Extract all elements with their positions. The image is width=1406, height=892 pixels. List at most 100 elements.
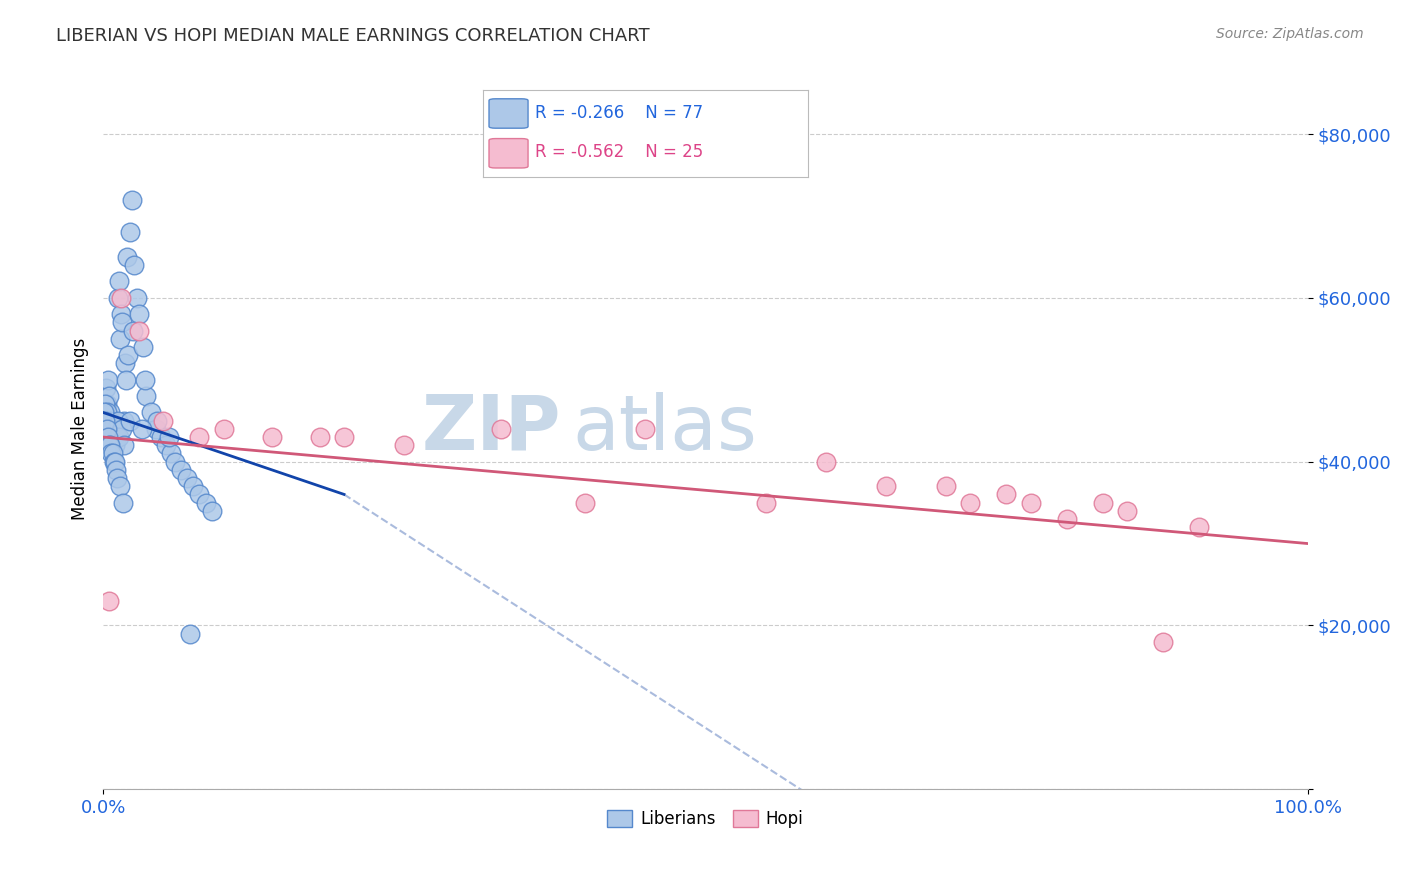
Point bbox=[105, 463, 128, 477]
Point bbox=[93, 405, 115, 419]
Point bbox=[103, 438, 125, 452]
Point bbox=[111, 315, 134, 329]
Point bbox=[101, 422, 124, 436]
Point bbox=[875, 479, 897, 493]
Point bbox=[101, 422, 124, 436]
Point bbox=[108, 479, 131, 493]
Point bbox=[108, 430, 131, 444]
Point bbox=[149, 430, 172, 444]
Point bbox=[104, 430, 127, 444]
Point bbox=[1019, 495, 1042, 509]
Point bbox=[98, 414, 121, 428]
Point bbox=[97, 373, 120, 387]
Point bbox=[394, 438, 416, 452]
Point bbox=[212, 422, 235, 436]
Point bbox=[1152, 635, 1174, 649]
Point bbox=[145, 422, 167, 436]
Point bbox=[108, 332, 131, 346]
Point bbox=[141, 405, 163, 419]
Point bbox=[110, 291, 132, 305]
Point bbox=[146, 414, 169, 428]
Point bbox=[157, 430, 180, 444]
Point bbox=[754, 495, 776, 509]
Point bbox=[96, 405, 118, 419]
Point bbox=[93, 405, 115, 419]
Point bbox=[959, 495, 981, 509]
Point bbox=[333, 430, 356, 444]
Point bbox=[97, 438, 120, 452]
Point bbox=[125, 291, 148, 305]
Point bbox=[134, 373, 156, 387]
Point bbox=[101, 446, 124, 460]
Point bbox=[170, 463, 193, 477]
Point bbox=[100, 430, 122, 444]
Point bbox=[93, 405, 115, 419]
Point bbox=[194, 495, 217, 509]
Point bbox=[97, 430, 120, 444]
Point bbox=[103, 414, 125, 428]
Point bbox=[935, 479, 957, 493]
Point bbox=[634, 422, 657, 436]
Point bbox=[103, 430, 125, 444]
Point bbox=[115, 373, 138, 387]
Point bbox=[124, 258, 146, 272]
Point bbox=[152, 414, 174, 428]
Text: Source: ZipAtlas.com: Source: ZipAtlas.com bbox=[1216, 27, 1364, 41]
Point bbox=[1056, 512, 1078, 526]
Point bbox=[188, 430, 211, 444]
Point bbox=[105, 430, 128, 444]
Point bbox=[98, 405, 121, 419]
Point bbox=[309, 430, 332, 444]
Point bbox=[260, 430, 283, 444]
Point bbox=[114, 356, 136, 370]
Point bbox=[128, 307, 150, 321]
Point bbox=[97, 422, 120, 436]
Point bbox=[131, 422, 153, 436]
Y-axis label: Median Male Earnings: Median Male Earnings bbox=[72, 338, 89, 520]
Point bbox=[188, 487, 211, 501]
Point bbox=[1188, 520, 1211, 534]
Point bbox=[107, 291, 129, 305]
Point bbox=[94, 414, 117, 428]
Point bbox=[128, 324, 150, 338]
Point bbox=[105, 422, 128, 436]
Point bbox=[118, 225, 141, 239]
Point bbox=[132, 340, 155, 354]
Point bbox=[104, 455, 127, 469]
Point bbox=[111, 422, 134, 436]
Legend: Liberians, Hopi: Liberians, Hopi bbox=[600, 804, 810, 835]
Point bbox=[122, 324, 145, 338]
Point bbox=[98, 438, 121, 452]
Point bbox=[94, 414, 117, 428]
Point bbox=[155, 438, 177, 452]
Text: LIBERIAN VS HOPI MEDIAN MALE EARNINGS CORRELATION CHART: LIBERIAN VS HOPI MEDIAN MALE EARNINGS CO… bbox=[56, 27, 650, 45]
Point bbox=[574, 495, 596, 509]
Point bbox=[112, 495, 135, 509]
Point bbox=[1091, 495, 1114, 509]
Point bbox=[165, 455, 187, 469]
Point bbox=[200, 504, 222, 518]
Point bbox=[814, 455, 837, 469]
Point bbox=[107, 414, 129, 428]
Point bbox=[995, 487, 1018, 501]
Point bbox=[98, 389, 121, 403]
Point bbox=[94, 397, 117, 411]
Point bbox=[96, 397, 118, 411]
Point bbox=[1115, 504, 1137, 518]
Point bbox=[135, 389, 157, 403]
Text: atlas: atlas bbox=[572, 392, 758, 466]
Point bbox=[176, 471, 198, 485]
Point bbox=[112, 414, 135, 428]
Point bbox=[159, 446, 181, 460]
Point bbox=[115, 250, 138, 264]
Point bbox=[105, 471, 128, 485]
Point bbox=[179, 626, 201, 640]
Point bbox=[98, 594, 121, 608]
Point bbox=[96, 422, 118, 436]
Point bbox=[489, 422, 512, 436]
Point bbox=[112, 438, 135, 452]
Point bbox=[100, 430, 122, 444]
Point bbox=[110, 307, 132, 321]
Point bbox=[100, 446, 122, 460]
Point bbox=[183, 479, 205, 493]
